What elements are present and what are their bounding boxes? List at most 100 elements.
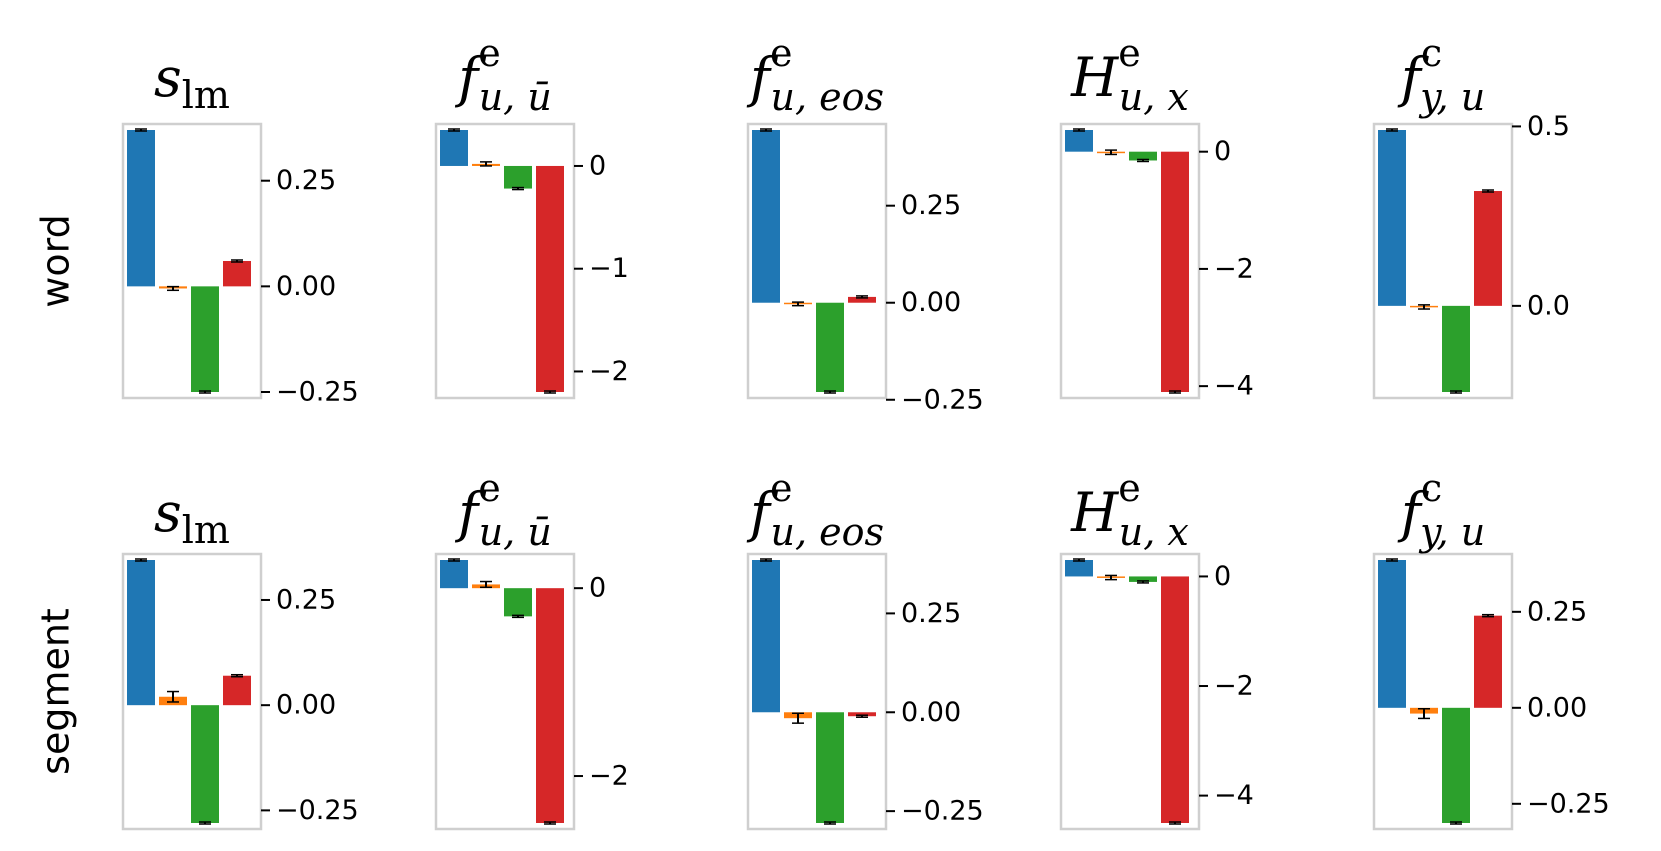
- y-tick-label: −2: [1214, 671, 1254, 702]
- panel-title-sub: u, x: [1119, 75, 1189, 119]
- panel-title-sup: e: [770, 31, 793, 75]
- bar-green: [1442, 305, 1470, 392]
- bar-blue: [752, 560, 780, 713]
- bar-blue: [127, 130, 155, 287]
- panel-word-3: 0.25 0.00 −0.25 fe u, eos: [746, 31, 984, 415]
- panel-frame: [121, 552, 263, 831]
- panel-word-1: 0.25 0.00 −0.25 slm: [121, 46, 359, 408]
- y-tick-label: −2: [1214, 253, 1254, 284]
- panel-frame: [746, 552, 888, 831]
- panel-title: fc y, u: [1397, 466, 1485, 554]
- y-tick-label: 0.25: [276, 584, 336, 615]
- panel-title-sup: c: [1421, 466, 1442, 510]
- y-tick-label: 0.25: [1527, 596, 1587, 627]
- panel-segment-2: 0 −2 fe u, ū: [434, 466, 629, 831]
- panel-title: fe u, ū: [454, 31, 552, 119]
- panel-title: He u, x: [1070, 466, 1189, 554]
- y-tick-label: 0.00: [901, 697, 961, 728]
- bar-green: [816, 712, 844, 823]
- bar-green: [1129, 576, 1157, 582]
- panel-frame: [1059, 122, 1201, 400]
- panel-title-sub: u, eos: [771, 510, 885, 554]
- bar-red: [848, 296, 876, 303]
- y-tick-label: 0.00: [901, 287, 961, 318]
- bar-red: [223, 261, 251, 287]
- panel-frame: [1372, 122, 1514, 400]
- panel-title-main: H: [1070, 481, 1119, 544]
- panel-title-sup: e: [1118, 31, 1141, 75]
- bar-green: [191, 705, 219, 823]
- bar-green: [1129, 151, 1157, 161]
- panel-title: fe u, ū: [454, 466, 552, 554]
- y-tick-label: −0.25: [901, 384, 984, 415]
- bar-red: [1161, 576, 1189, 823]
- panel-title: fe u, eos: [746, 31, 884, 119]
- y-tick-label: 0.25: [276, 165, 336, 196]
- panel-title-sup: e: [1118, 466, 1141, 510]
- panel-word-4: 0 −2 −4 He u, x: [1059, 31, 1254, 402]
- y-tick-label: −0.25: [901, 796, 984, 827]
- y-tick-label: 0.00: [1527, 692, 1587, 723]
- bar-blue: [1378, 560, 1406, 708]
- bar-red: [536, 588, 564, 823]
- y-tick-label: 0.00: [276, 271, 336, 302]
- panel-title: He u, x: [1070, 31, 1189, 119]
- y-tick-label: −2: [589, 761, 629, 792]
- bar-green: [504, 165, 532, 189]
- panel-frame: [434, 122, 576, 400]
- row-label-segment: segment: [34, 608, 78, 775]
- y-tick-label: −2: [589, 356, 629, 387]
- bar-red: [536, 165, 564, 392]
- panel-title-main: s: [154, 46, 182, 109]
- panel-word-2: 0 −1 −2 fe u, ū: [434, 31, 629, 400]
- panel-frame: [434, 552, 576, 831]
- bar-blue: [752, 130, 780, 303]
- y-tick-label: −0.25: [1527, 788, 1610, 819]
- panel-title-sup: e: [478, 466, 501, 510]
- panel-title-sub: y, u: [1418, 510, 1485, 554]
- y-tick-label: 0.5: [1527, 111, 1570, 142]
- y-tick-label: 0.00: [276, 690, 336, 721]
- row-label-word: word: [34, 214, 78, 307]
- bar-green: [504, 588, 532, 617]
- bar-blue: [440, 560, 468, 589]
- bar-green: [191, 286, 219, 392]
- panel-frame: [746, 122, 888, 400]
- y-tick-label: −0.25: [276, 795, 359, 826]
- bar-green: [816, 302, 844, 392]
- y-tick-label: 0: [1214, 561, 1231, 592]
- y-tick-label: −1: [589, 253, 629, 284]
- y-tick-label: 0: [1214, 136, 1231, 167]
- panel-word-5: 0.5 0.0 fc y, u: [1372, 31, 1570, 400]
- panel-title: fe u, eos: [746, 466, 884, 554]
- y-tick-label: 0: [589, 150, 606, 181]
- y-tick-label: −4: [1214, 780, 1254, 811]
- panel-frame: [1372, 552, 1514, 831]
- panel-title: slm: [154, 481, 230, 552]
- bar-green: [1442, 707, 1470, 823]
- panel-title-sup: c: [1421, 31, 1442, 75]
- panel-title-main: s: [154, 481, 182, 544]
- bar-blue: [1378, 130, 1406, 306]
- panel-title-sub: lm: [182, 508, 230, 552]
- y-tick-label: 0: [589, 573, 606, 604]
- panel-segment-4: 0 −2 −4 He u, x: [1059, 466, 1254, 831]
- panel-title-sub: y, u: [1418, 75, 1485, 119]
- panel-segment-1: 0.25 0.00 −0.25 slm: [121, 481, 359, 831]
- panel-title-sup: e: [770, 466, 793, 510]
- panel-title-sub: u, x: [1119, 510, 1189, 554]
- y-tick-label: 0.25: [901, 598, 961, 629]
- bar-red: [1161, 151, 1189, 392]
- panel-title-sub: u, ū: [479, 510, 552, 554]
- bar-red: [1474, 615, 1502, 708]
- bar-red: [223, 675, 251, 706]
- bar-blue: [440, 130, 468, 166]
- panel-segment-5: 0.25 0.00 −0.25 fc y, u: [1372, 466, 1610, 831]
- panel-title-sub: u, eos: [771, 75, 885, 119]
- bar-blue: [1065, 130, 1093, 152]
- bar-red: [1474, 191, 1502, 306]
- panel-title-main: H: [1070, 46, 1119, 109]
- bar-blue: [1065, 560, 1093, 577]
